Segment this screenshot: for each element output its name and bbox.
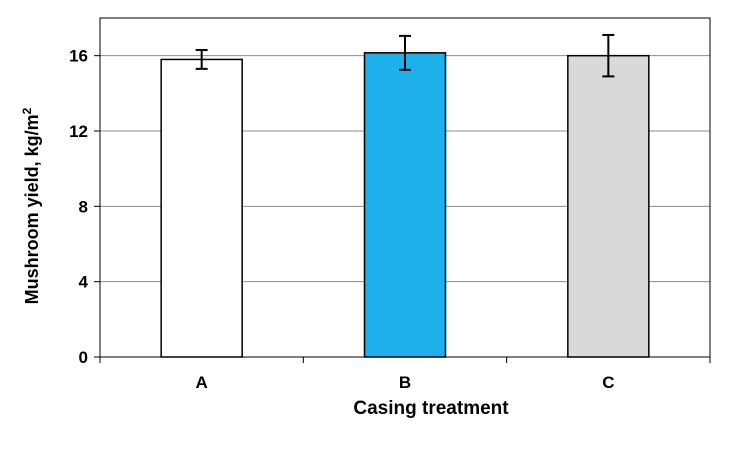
y-tick-label: 8 xyxy=(79,197,88,216)
bar-b xyxy=(363,52,447,358)
y-axis-title: Mushroom yield, kg/m2 xyxy=(20,107,42,304)
axes xyxy=(94,17,711,363)
bar-a xyxy=(160,58,243,358)
bars xyxy=(160,52,650,358)
y-tick-label: 4 xyxy=(79,273,89,292)
x-tick-label-b: B xyxy=(399,373,411,392)
x-tick-label-a: A xyxy=(196,373,208,392)
error-bar-a xyxy=(195,49,208,70)
error-bars xyxy=(195,33,615,78)
y-tick-label: 12 xyxy=(69,122,88,141)
x-tick-labels: A B C xyxy=(196,373,615,392)
y-tick-label: 16 xyxy=(69,47,88,66)
y-tick-labels: 0 4 8 12 16 xyxy=(69,47,88,367)
x-axis-title: Casing treatment xyxy=(353,398,509,419)
y-axis-title-superscript: 2 xyxy=(20,107,34,114)
x-tick-label-c: C xyxy=(602,373,614,392)
plot-frame xyxy=(99,17,711,358)
y-axis-title-text: Mushroom yield, kg/m xyxy=(22,114,42,304)
error-bar-b xyxy=(399,34,411,71)
error-bar-c xyxy=(602,33,615,78)
y-tick-label: 0 xyxy=(79,348,88,367)
bar-c xyxy=(567,54,650,358)
